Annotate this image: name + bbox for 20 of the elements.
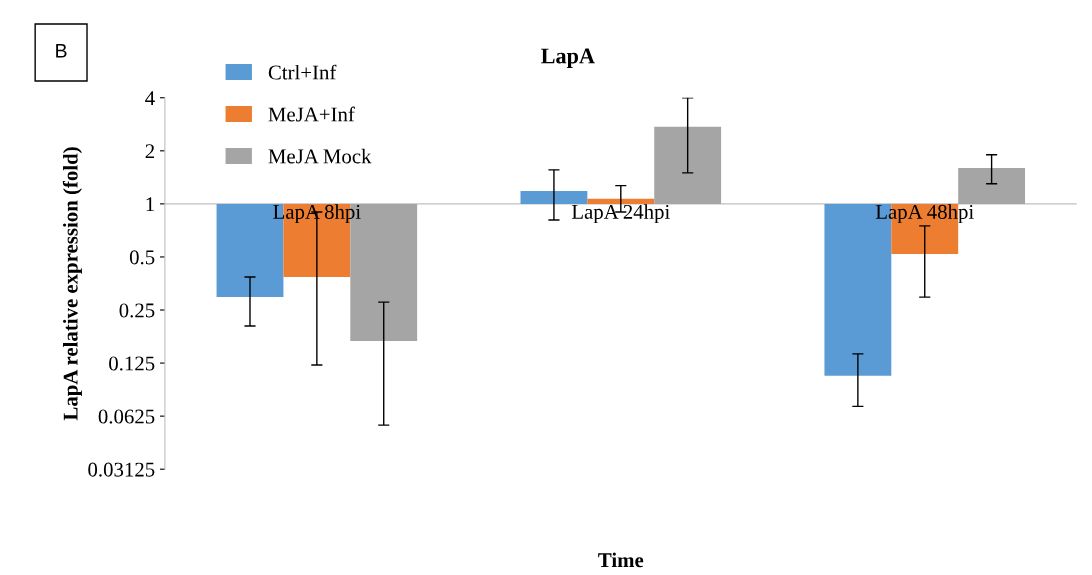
legend-label: Ctrl+Inf [268,64,337,80]
bar [520,190,588,204]
y-tick-label: 4 [145,91,155,105]
legend-label: MeJA Mock [268,148,372,164]
y-tick-label: 0.125 [109,356,155,371]
x-tick-label: LapA 24hpi [571,204,670,224]
y-tick-label: 0.25 [119,303,155,318]
bar [958,167,1026,204]
legend-label: MeJA+Inf [268,106,355,122]
bar [587,198,655,204]
y-tick-label: 1 [146,197,154,212]
y-tick-label: 0.0625 [98,409,155,424]
y-tick-label: 0.5 [129,250,155,265]
y-tick-label: 0.03125 [88,462,155,477]
chart-title: LapA [541,48,595,68]
x-axis-title: Time [598,552,644,568]
y-axis-title: LapA relative expression (fold) [62,147,82,421]
text: B [56,44,67,58]
y-tick-label: 2 [145,144,155,159]
bar [654,126,722,204]
